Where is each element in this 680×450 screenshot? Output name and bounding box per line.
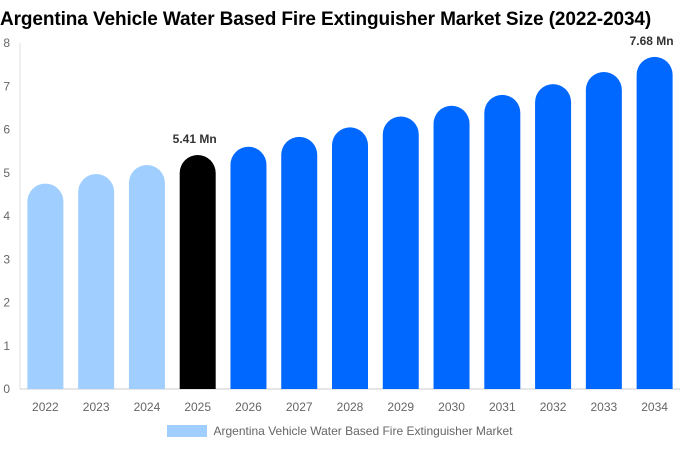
bar — [78, 174, 115, 389]
y-tick-label: 0 — [3, 382, 10, 396]
y-tick-label: 6 — [3, 123, 10, 137]
y-tick-label: 2 — [3, 296, 10, 310]
bar — [230, 146, 267, 389]
x-tick-label: 2033 — [590, 400, 617, 414]
labels-group: 2022 2023 2024 2025 2026 2027 2028 2029 2030 2031… — [32, 34, 674, 414]
y-tick-label: 7 — [3, 79, 10, 93]
x-tick-label: 2022 — [32, 400, 59, 414]
x-tick-label: 2034 — [641, 400, 668, 414]
bar — [585, 71, 622, 389]
bar — [484, 94, 521, 389]
x-tick-label: 2030 — [438, 400, 465, 414]
bar — [27, 183, 64, 389]
legend-label: Argentina Vehicle Water Based Fire Extin… — [213, 424, 513, 438]
bar — [179, 155, 216, 389]
legend-swatch — [167, 425, 208, 437]
x-tick-label: 2028 — [337, 400, 364, 414]
x-tick-label: 2032 — [540, 400, 567, 414]
bar — [128, 164, 165, 389]
data-label: 5.41 Mn — [173, 132, 217, 146]
bar — [382, 116, 419, 389]
bars-group — [27, 56, 673, 390]
x-tick-label: 2024 — [134, 400, 161, 414]
bar — [281, 136, 318, 389]
chart-title: Argentina Vehicle Water Based Fire Extin… — [0, 9, 652, 30]
y-tick-label: 8 — [3, 36, 10, 50]
bar — [636, 56, 673, 390]
legend: Argentina Vehicle Water Based Fire Extin… — [0, 424, 680, 438]
y-tick-label: 5 — [3, 166, 10, 180]
x-tick-label: 2025 — [184, 400, 211, 414]
y-tick-label: 3 — [3, 252, 10, 266]
x-tick-label: 2026 — [235, 400, 262, 414]
x-tick-label: 2031 — [489, 400, 516, 414]
data-label: 7.68 Mn — [630, 34, 674, 48]
y-tick-label: 1 — [3, 339, 10, 353]
y-tick-label: 4 — [3, 209, 10, 223]
x-tick-label: 2029 — [387, 400, 414, 414]
bar — [433, 105, 470, 390]
bar — [535, 84, 572, 390]
bar — [332, 127, 368, 390]
x-tick-label: 2023 — [83, 400, 110, 414]
x-tick-label: 2027 — [286, 400, 313, 414]
